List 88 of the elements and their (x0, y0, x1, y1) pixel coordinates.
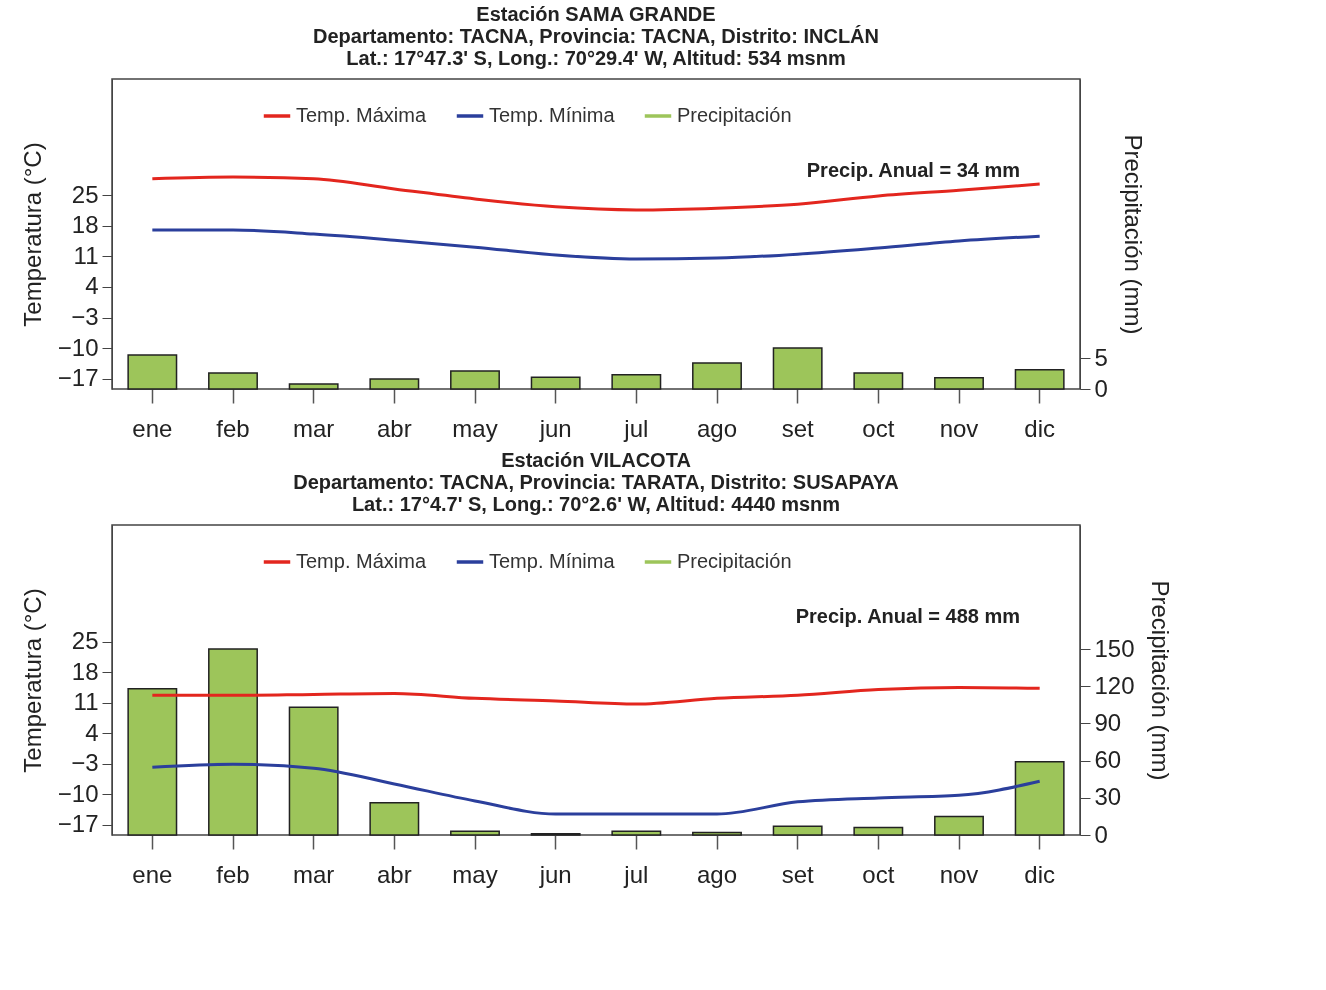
legend-label: Temp. Máxima (296, 104, 427, 126)
bar (611, 373, 662, 390)
y2-tick-label: 0 (1094, 820, 1108, 848)
y2-tick-label: 120 (1094, 671, 1135, 699)
legend-label: Temp. Máxima (296, 550, 427, 572)
legend-label: Precipitación (677, 550, 792, 572)
x-tick-label: oct (862, 860, 895, 888)
x-tick-label: jul (623, 414, 649, 442)
x-tick-label: mar (292, 860, 335, 888)
x-tick-label: dic (1024, 414, 1056, 442)
y-tick-label: −17 (57, 810, 99, 838)
x-tick-label: nov (939, 414, 979, 442)
x-tick-label: set (781, 860, 815, 888)
bar (1014, 761, 1065, 836)
legend-label: Temp. Mínima (489, 550, 616, 572)
bar (934, 815, 984, 836)
x-tick-label: jun (538, 860, 572, 888)
y-tick-label: −17 (57, 364, 99, 392)
y2-tick-label: 60 (1094, 746, 1122, 774)
y-tick-label: 18 (71, 657, 99, 685)
bar (208, 372, 258, 390)
x-tick-label: jul (623, 860, 649, 888)
bar (853, 826, 904, 836)
chart-subtitle: Departamento: TACNA, Provincia: TACNA, Distrito: INCLÁN Lat.: 17°47.3' S, Long.: 70°29.4' W, Altitud: 534 msnm (313, 25, 879, 69)
y-tick-label: −3 (71, 749, 99, 777)
bar (127, 687, 178, 836)
y-tick-label: −3 (71, 303, 99, 331)
y-tick-label: 25 (71, 180, 99, 208)
y-tick-label: 4 (85, 718, 99, 746)
bar (127, 354, 178, 390)
bar (288, 706, 339, 836)
x-tick-label: ago (696, 860, 738, 888)
y2-tick-label: 5 (1094, 343, 1108, 371)
line-series (150, 762, 1042, 816)
y2-tick-label: 90 (1094, 708, 1122, 736)
line-series (150, 685, 1042, 706)
bar (369, 802, 420, 836)
annotation: Precip. Anual = 34 mm (806, 159, 1020, 181)
bar (611, 830, 662, 836)
chart-subtitle: Departamento: TACNA, Provincia: TARATA, Distrito: SUSAPAYA Lat.: 17°4.7' S, Long.: 70°2.6' W, Altitud: 4440 msnm (293, 471, 899, 515)
bar (1014, 369, 1065, 390)
bar (934, 377, 984, 390)
x-tick-label: mar (292, 414, 335, 442)
y-axis-title: Temperatura (°C) (18, 142, 46, 327)
x-tick-label: feb (216, 414, 250, 442)
x-tick-label: may (452, 414, 498, 442)
bar (450, 830, 500, 836)
bar (208, 648, 258, 836)
y2-tick-label: 150 (1094, 634, 1135, 662)
x-tick-label: dic (1024, 860, 1056, 888)
y2-axis-title: Precipitación (mm) (1119, 134, 1147, 335)
x-tick-label: set (781, 414, 815, 442)
legend-label: Precipitación (677, 104, 792, 126)
bar (772, 347, 823, 390)
x-tick-label: ago (696, 414, 738, 442)
y2-axis-title: Precipitación (mm) (1146, 580, 1174, 781)
y-tick-label: 11 (73, 688, 99, 716)
y-tick-label: 18 (71, 211, 99, 239)
legend-label: Temp. Mínima (489, 104, 616, 126)
annotation: Precip. Anual = 488 mm (795, 605, 1020, 627)
x-tick-label: abr (376, 414, 412, 442)
x-tick-label: may (452, 860, 498, 888)
x-tick-label: ene (132, 860, 173, 888)
x-tick-label: jun (538, 414, 572, 442)
x-tick-label: nov (939, 860, 979, 888)
y2-tick-label: 0 (1094, 374, 1108, 402)
bar (369, 378, 420, 390)
bar (530, 376, 581, 390)
bar (692, 831, 742, 836)
bar (692, 362, 742, 390)
y-tick-label: 25 (71, 627, 99, 655)
x-tick-label: feb (216, 860, 250, 888)
bar (772, 825, 823, 836)
y-tick-label: −10 (57, 779, 99, 807)
bar (288, 383, 339, 390)
y2-tick-label: 30 (1094, 783, 1122, 811)
bar (450, 370, 500, 390)
chart-title: Estación VILACOTA (501, 449, 691, 471)
y-tick-label: −10 (57, 333, 99, 361)
y-tick-label: 11 (73, 241, 99, 269)
x-tick-label: abr (376, 860, 412, 888)
y-axis-title: Temperatura (°C) (18, 588, 46, 773)
y-tick-label: 4 (85, 272, 99, 300)
bar (853, 372, 904, 390)
x-tick-label: ene (132, 414, 173, 442)
x-tick-label: oct (862, 414, 895, 442)
line-series (150, 228, 1042, 261)
chart-title: Estación SAMA GRANDE (476, 3, 716, 25)
